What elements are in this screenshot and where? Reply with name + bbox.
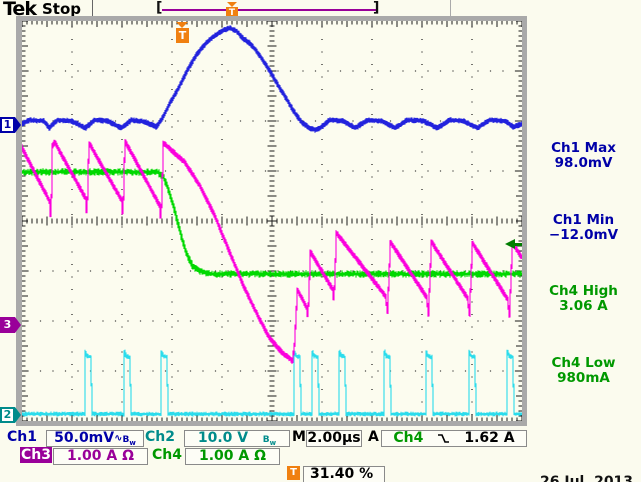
timebase-m-label: M xyxy=(292,429,306,445)
channel-3-marker-arrow-icon xyxy=(15,317,21,333)
measurement-value: 98.0mV xyxy=(554,155,613,171)
ch3-trace xyxy=(22,139,522,364)
record-view-line xyxy=(162,9,377,11)
measurement-value: 3.06 A xyxy=(559,298,608,314)
ch1-label: Ch1 xyxy=(7,429,37,445)
channel-1-marker: 1 xyxy=(0,117,21,133)
bandwidth-limit-icon: Bw xyxy=(122,435,136,447)
trigger-source: Ch4 xyxy=(393,430,424,446)
datetime-display: 26 Jul 2013 18:14:07 xyxy=(540,445,633,482)
trigger-position-t-icon: T xyxy=(176,28,189,43)
falling-edge-icon xyxy=(438,434,450,443)
channel-2-marker-arrow-icon xyxy=(15,407,21,423)
ch1-scale-readout: 50.0mV∿Bw xyxy=(46,430,144,447)
measurement-label: Ch1 Max xyxy=(551,140,616,156)
tek-logo: Tek xyxy=(3,0,37,20)
bandwidth-limit-icon: Bw xyxy=(262,435,277,447)
measurement-ch4-low: Ch4 Low 980mA xyxy=(526,356,641,386)
measurement-ch1-min: Ch1 Min −12.0mV xyxy=(526,213,641,243)
ch4-scale-readout: 1.00 A Ω xyxy=(185,448,280,465)
channel-1-marker-arrow-icon xyxy=(15,117,21,133)
measurement-label: Ch4 Low xyxy=(551,355,616,371)
ch2-scale-readout: 10.0 V Bw xyxy=(184,430,290,447)
ch4-label: Ch4 xyxy=(152,447,182,463)
topbar-separator xyxy=(92,0,93,17)
record-right-bracket: ] xyxy=(373,0,380,16)
ch1-trace xyxy=(22,25,522,133)
trigger-a-label: A xyxy=(368,429,379,445)
trigger-level-marker xyxy=(505,239,522,249)
topbar-separator-2 xyxy=(450,0,451,17)
record-left-bracket: [ xyxy=(156,0,163,16)
trigger-position-readout: 31.40 % xyxy=(303,466,385,482)
measurement-value: 980mA xyxy=(557,370,610,386)
measurement-ch4-high: Ch4 High 3.06 A xyxy=(526,284,641,314)
ch2-trace xyxy=(22,349,522,417)
measurement-value: −12.0mV xyxy=(548,227,619,243)
channel-3-marker: 3 xyxy=(0,317,21,333)
channel-3-marker-label: 3 xyxy=(0,317,15,333)
channel-2-marker-label: 2 xyxy=(0,407,15,423)
trigger-level-arrow-tail xyxy=(515,242,522,246)
channel-2-marker: 2 xyxy=(0,407,21,423)
ac-coupling-icon: ∿ xyxy=(114,433,123,444)
graticule-grid xyxy=(22,21,522,421)
ch3-label: Ch3 xyxy=(20,447,52,463)
ch2-scale-value: 10.0 V xyxy=(197,430,249,446)
waveform-plot xyxy=(22,21,522,421)
trigger-level: 1.62 A xyxy=(464,430,515,446)
measurement-label: Ch1 Min xyxy=(552,212,615,228)
trigger-readout: Ch4 1.62 A xyxy=(381,430,527,447)
channel-1-marker-label: 1 xyxy=(0,117,15,133)
date-text: 26 Jul 2013 xyxy=(540,474,634,482)
ch3-scale-readout: 1.00 A Ω xyxy=(53,448,148,465)
trigger-t-icon: T xyxy=(287,466,300,480)
ch2-label: Ch2 xyxy=(145,429,175,445)
measurement-ch1-max: Ch1 Max 98.0mV xyxy=(526,141,641,171)
trigger-level-arrow-icon xyxy=(505,239,515,249)
record-trigger-arrow-icon xyxy=(227,2,237,7)
ch1-scale-value: 50.0mV xyxy=(54,430,115,446)
trigger-position-arrow-icon xyxy=(176,22,188,28)
timebase-readout: 2.00µs xyxy=(306,430,362,447)
acquisition-status: Stop xyxy=(42,0,82,18)
measurement-label: Ch4 High xyxy=(549,283,618,299)
